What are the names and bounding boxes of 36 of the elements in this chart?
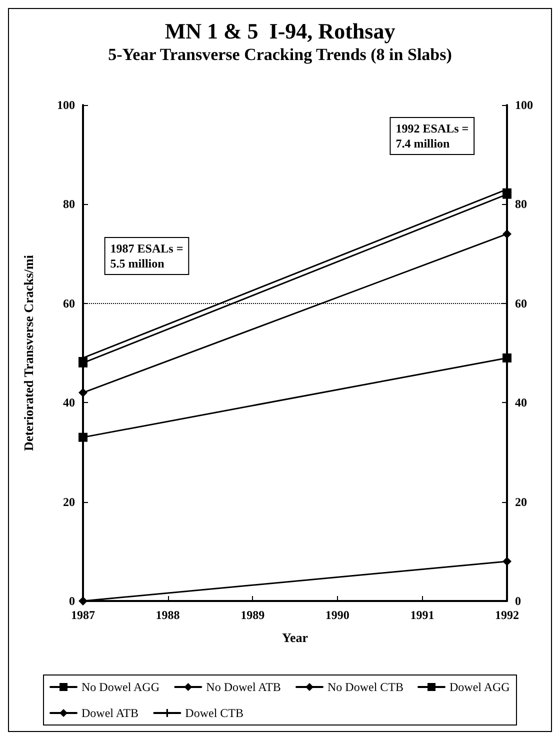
y-axis-title: Deteriorated Transverse Cracks/mi xyxy=(21,254,36,451)
y-tick-label: 100 xyxy=(57,98,75,112)
point xyxy=(78,596,88,606)
point xyxy=(78,388,88,398)
x-tick-label: 1992 xyxy=(495,608,519,622)
x-tick-label: 1991 xyxy=(410,608,434,622)
annotation: 1987 ESALs = 5.5 million xyxy=(110,242,184,270)
x-axis-title: Year xyxy=(282,630,308,645)
y-tick-label: 20 xyxy=(63,494,75,509)
x-tick-label: 1989 xyxy=(240,608,265,622)
y2-tick-label: 0 xyxy=(515,594,521,608)
legend-label: No Dowel AGG xyxy=(82,680,160,694)
point xyxy=(502,556,512,566)
point xyxy=(502,353,512,362)
y2-tick-label: 40 xyxy=(515,396,527,410)
x-tick-label: 1988 xyxy=(156,608,180,622)
legend-label: Dowel CTB xyxy=(185,706,244,720)
annotation: 1992 ESALs = 7.4 million xyxy=(396,122,469,150)
legend-label: No Dowel CTB xyxy=(328,680,404,694)
y-tick-label: 40 xyxy=(63,396,75,410)
y2-tick-label: 20 xyxy=(515,494,527,509)
legend-label: No Dowel ATB xyxy=(206,680,281,694)
legend-label: Dowel AGG xyxy=(449,680,510,694)
x-tick-label: 1987 xyxy=(71,608,95,622)
point xyxy=(78,432,88,442)
y-tick-label: 0 xyxy=(69,594,75,608)
y2-tick-label: 80 xyxy=(515,197,527,212)
chart-subtitle: 5-Year Transverse Cracking Trends (8 in Slabs) xyxy=(108,45,452,64)
y-tick-label: 60 xyxy=(63,296,75,310)
point xyxy=(502,190,512,199)
chart-title: MN 1 & 5 I-94, Rothsay xyxy=(164,18,396,44)
x-tick-label: 1990 xyxy=(325,608,350,622)
legend-label: Dowel ATB xyxy=(82,706,139,720)
y2-tick-label: 100 xyxy=(515,98,533,112)
y-tick-label: 80 xyxy=(63,197,75,212)
y2-tick-label: 60 xyxy=(515,296,527,310)
